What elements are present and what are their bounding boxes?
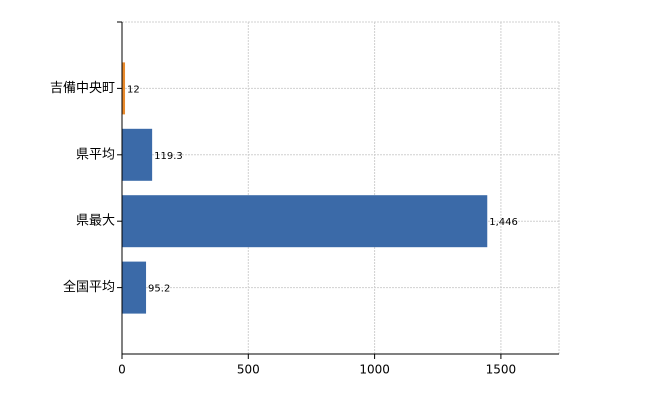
bar xyxy=(122,62,126,115)
y-tick-label: 県最大 xyxy=(76,214,115,229)
y-tick-label: 全国平均 xyxy=(63,279,115,295)
value-label: 119.3 xyxy=(154,151,183,162)
x-tick-label: 500 xyxy=(237,363,260,377)
y-tick-label: 吉備中央町 xyxy=(50,80,115,96)
x-tick-label: 0 xyxy=(118,363,126,377)
bar xyxy=(122,128,153,181)
x-tick-label: 1000 xyxy=(359,363,390,377)
bar xyxy=(122,195,488,248)
value-label: 95.2 xyxy=(148,284,170,295)
x-tick-label: 1500 xyxy=(486,363,517,377)
bar xyxy=(122,261,147,314)
value-label: 12 xyxy=(127,84,140,95)
value-label: 1,446 xyxy=(489,217,518,228)
y-tick-label: 県平均 xyxy=(76,147,115,162)
